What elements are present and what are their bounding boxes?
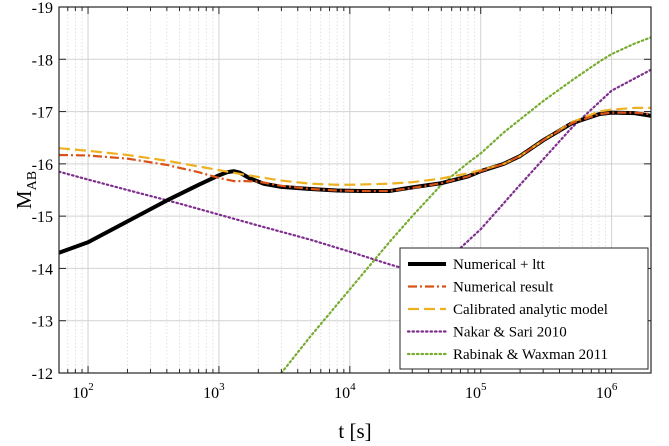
legend-entry: Nakar & Sari 2010 [453,325,567,341]
legend-entry: Rabinak & Waxman 2011 [453,347,608,363]
x-tick-label: 103 [203,381,225,402]
legend-entry: Numerical + ltt [453,257,546,273]
series-lines [59,36,651,373]
y-tick-label: -14 [32,261,53,278]
series-line-4 [59,68,651,273]
axis-ticks: -19 -18 -17 -16 -15 -14 -13 -12 102 103 104 105 106 [32,0,652,402]
x-tick-label: 106 [596,381,618,402]
legend-entry: Numerical result [453,280,554,296]
x-axis-label: t [s] [338,419,371,443]
series-line-5 [280,36,651,373]
y-tick-label: -17 [32,105,53,122]
series-line-2 [59,111,651,193]
y-tick-label: -15 [32,209,53,226]
y-tick-label: -13 [32,314,53,331]
y-tick-label: -16 [32,157,53,174]
y-tick-label: -12 [32,366,53,383]
x-tick-label: 102 [72,381,94,402]
legend: Numerical + ltt Numerical result Calibrate… [399,247,649,370]
y-axis-label-main: M [12,190,36,209]
plot-frame [58,6,652,374]
axis-labels: t [s] MAB [12,171,372,443]
x-tick-label: 104 [334,381,356,402]
y-tick-label: -18 [32,52,53,69]
y-axis-label: MAB [12,171,40,209]
y-tick-label: -19 [32,0,53,17]
legend-entry: Calibrated analytic model [453,302,608,318]
y-axis-label-sub: AB [25,171,40,190]
x-tick-label: 105 [465,381,487,402]
